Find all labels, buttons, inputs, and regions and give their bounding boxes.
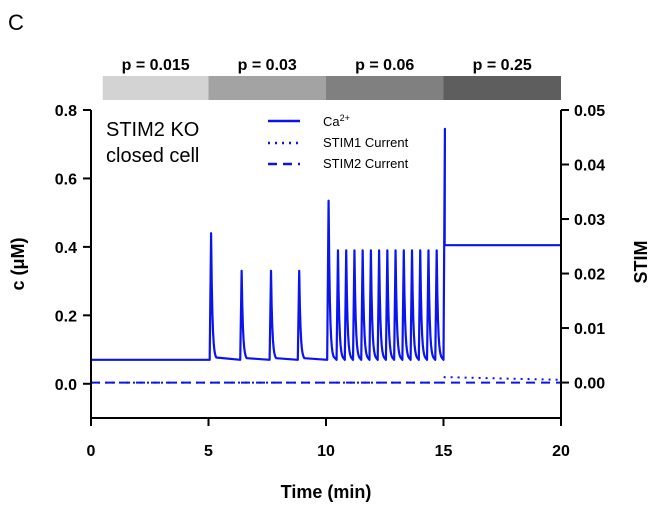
stimulus-band-label-1: p = 0.03: [238, 57, 297, 74]
stimulus-band-2: [326, 76, 444, 100]
y-right-tick-label-2: 0.02: [574, 267, 605, 284]
legend-label-stim1: STIM1 Current: [323, 135, 409, 150]
x-tick-label-4: 20: [552, 443, 570, 460]
stimulus-band-0: [102, 76, 209, 100]
y-ticks-right: 0.00 0.01 0.02 0.03 0.04 0.05: [561, 103, 605, 393]
y-right-tick-label-0: 0.00: [574, 376, 605, 393]
stimulus-band-label-3: p = 0.25: [473, 57, 532, 74]
legend-label-stim2: STIM2 Current: [323, 156, 409, 171]
stimulus-bands: p = 0.015 p = 0.03 p = 0.06 p = 0.25: [102, 57, 561, 100]
y-tick-label-3: 0.6: [55, 171, 77, 188]
y-right-tick-label-4: 0.04: [574, 158, 605, 175]
x-tick-label-0: 0: [87, 443, 96, 460]
stimulus-band-label-0: p = 0.015: [122, 57, 190, 74]
y-ticks-left: 0.0 0.2 0.4 0.6 0.8: [55, 103, 91, 394]
x-axis-title: Time (min): [281, 482, 372, 502]
stimulus-band-1: [208, 76, 326, 100]
series-line-stim1: [91, 376, 562, 384]
y-tick-label-1: 0.2: [55, 308, 77, 325]
legend-label-ca: Ca2+: [323, 113, 350, 129]
y-axis-title: c (μM): [8, 237, 28, 290]
panel-letter: C: [8, 10, 24, 35]
y-right-tick-label-1: 0.01: [574, 321, 605, 338]
y-axis-title-right: STIM: [631, 241, 650, 284]
y-right-tick-label-5: 0.05: [574, 103, 605, 120]
series-line-ca: [91, 127, 561, 361]
y-right-tick-label-3: 0.03: [574, 212, 605, 229]
x-tick-label-1: 5: [204, 443, 213, 460]
annotation-line-1: STIM2 KO: [106, 119, 199, 141]
x-tick-label-3: 15: [435, 443, 453, 460]
y-tick-label-4: 0.8: [55, 103, 77, 120]
x-tick-label-2: 10: [317, 443, 335, 460]
x-ticks: 0 5 10 15 20: [87, 418, 570, 460]
stimulus-band-3: [443, 76, 561, 100]
stimulus-band-label-2: p = 0.06: [355, 57, 414, 74]
y-tick-label-0: 0.0: [55, 377, 77, 394]
plot-area: [91, 127, 562, 384]
annotation-line-2: closed cell: [106, 145, 199, 167]
y-tick-label-2: 0.4: [55, 240, 77, 257]
legend: Ca2+ STIM1 Current STIM2 Current: [268, 113, 409, 171]
